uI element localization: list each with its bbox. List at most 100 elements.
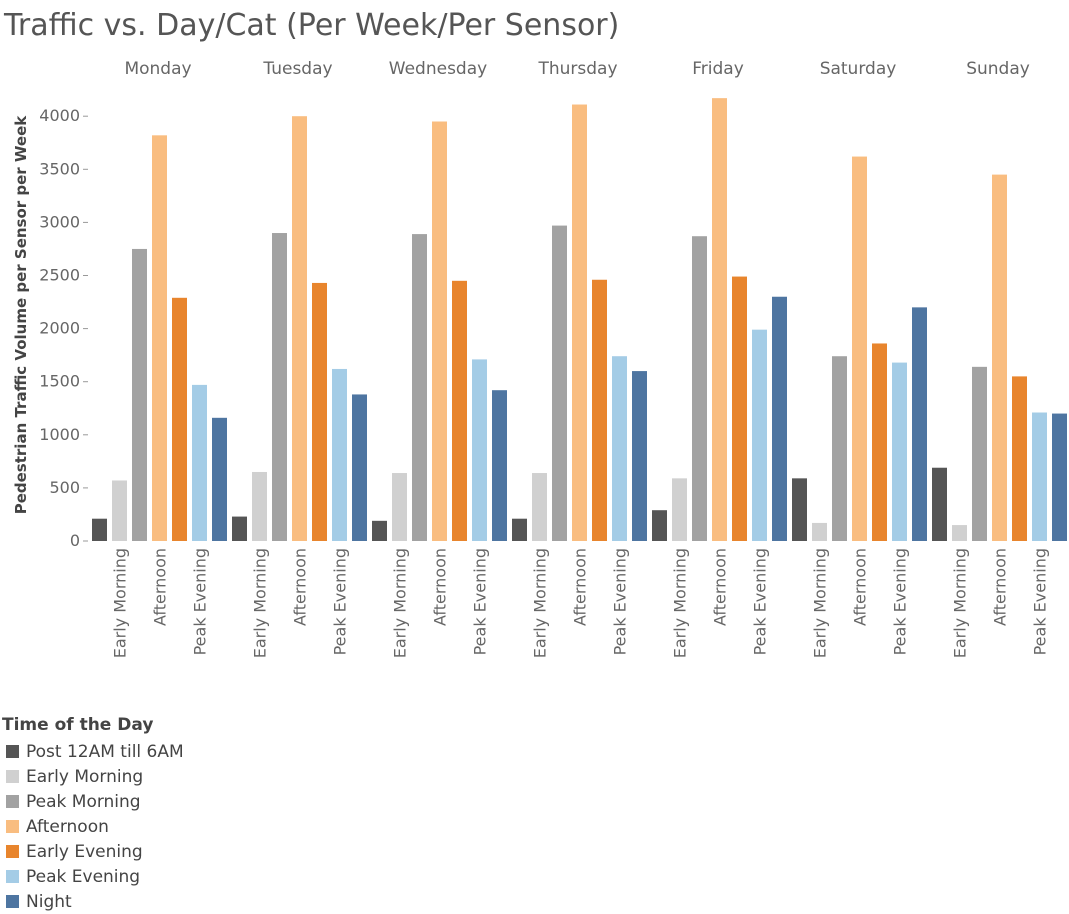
day-header: Thursday xyxy=(537,59,617,79)
bar xyxy=(752,329,767,541)
bar xyxy=(432,121,447,541)
x-tick-label: Afternoon xyxy=(291,548,310,626)
y-tick-label: 1500 xyxy=(39,372,80,391)
x-tick-label: Early Morning xyxy=(671,548,690,658)
legend-items: Post 12AM till 6AM Early Morning Peak Morn… xyxy=(2,739,184,914)
bar xyxy=(1052,413,1067,541)
day-header: Monday xyxy=(124,59,191,79)
bar xyxy=(1032,412,1047,541)
bar xyxy=(572,104,587,541)
legend-item: Peak Evening xyxy=(2,864,184,889)
bar xyxy=(812,522,827,541)
bar xyxy=(612,356,627,541)
legend-item: Early Morning xyxy=(2,764,184,789)
bar xyxy=(252,471,267,541)
bar xyxy=(372,520,387,541)
x-tick-label: Peak Evening xyxy=(751,548,770,655)
legend-label: Afternoon xyxy=(26,816,109,837)
bar xyxy=(652,510,667,541)
y-tick-label: 0 xyxy=(70,531,80,550)
bar xyxy=(972,366,987,541)
bar xyxy=(912,307,927,541)
bar xyxy=(872,343,887,541)
bar xyxy=(152,135,167,542)
legend-swatch xyxy=(6,745,19,758)
bar xyxy=(412,234,427,541)
legend-item: Night xyxy=(2,889,184,914)
legend-title: Time of the Day xyxy=(2,715,154,735)
legend-label: Peak Evening xyxy=(26,866,141,887)
x-tick-label: Peak Evening xyxy=(891,548,910,655)
legend-label: Post 12AM till 6AM xyxy=(26,741,184,762)
x-tick-label: Early Morning xyxy=(811,548,830,658)
day-header: Tuesday xyxy=(262,59,332,79)
bar xyxy=(532,473,547,541)
bar xyxy=(472,359,487,541)
bar xyxy=(92,518,107,541)
legend-label: Early Morning xyxy=(26,766,144,787)
y-tick-label: 4000 xyxy=(39,106,80,125)
legend-label: Night xyxy=(26,891,72,912)
bar xyxy=(312,282,327,541)
bar xyxy=(592,279,607,541)
bar xyxy=(292,116,307,541)
legend-item: Afternoon xyxy=(2,814,184,839)
x-tick-label: Afternoon xyxy=(431,548,450,626)
legend-swatch xyxy=(6,870,19,883)
bar xyxy=(232,516,247,541)
x-tick-label: Early Morning xyxy=(251,548,270,658)
bar xyxy=(1012,376,1027,541)
bar xyxy=(852,156,867,541)
legend-swatch xyxy=(6,845,19,858)
bar xyxy=(672,478,687,541)
y-axis-label: Pedestrian Traffic Volume per Sensor per… xyxy=(12,115,30,515)
x-tick-label: Peak Evening xyxy=(471,548,490,655)
legend-item: Peak Morning xyxy=(2,789,184,814)
legend-label: Early Evening xyxy=(26,841,143,862)
bar xyxy=(712,98,727,542)
legend-swatch xyxy=(6,795,19,808)
y-tick-label: 3000 xyxy=(39,212,80,231)
x-axis: Early Morning Afternoon Peak Evening Early … xyxy=(111,548,1050,658)
day-header: Sunday xyxy=(966,59,1030,79)
x-tick-label: Peak Evening xyxy=(1031,548,1050,655)
day-header: Friday xyxy=(692,59,744,79)
y-tick-label: 2500 xyxy=(39,266,80,285)
chart-title: Traffic vs. Day/Cat (Per Week/Per Sensor… xyxy=(4,8,620,43)
bar xyxy=(352,394,367,541)
bar xyxy=(772,296,787,541)
x-tick-label: Early Morning xyxy=(531,548,550,658)
bar xyxy=(332,368,347,541)
bar xyxy=(552,225,567,541)
bar xyxy=(192,384,207,541)
bar xyxy=(832,356,847,541)
bar xyxy=(112,480,127,541)
legend-swatch xyxy=(6,895,19,908)
x-tick-label: Peak Evening xyxy=(331,548,350,655)
bar xyxy=(632,371,647,541)
bar xyxy=(132,248,147,541)
x-tick-label: Afternoon xyxy=(711,548,730,626)
x-tick-label: Early Morning xyxy=(391,548,410,658)
bar xyxy=(452,280,467,541)
x-tick-label: Peak Evening xyxy=(191,548,210,655)
bar xyxy=(932,467,947,541)
y-tick-label: 1000 xyxy=(39,425,80,444)
bar xyxy=(792,478,807,541)
legend-label: Peak Morning xyxy=(26,791,141,812)
x-tick-label: Afternoon xyxy=(991,548,1010,626)
x-tick-label: Early Morning xyxy=(111,548,130,658)
bars xyxy=(92,98,1067,542)
bar xyxy=(692,236,707,541)
legend-swatch xyxy=(6,820,19,833)
y-axis-label-group: Pedestrian Traffic Volume per Sensor per… xyxy=(12,115,30,515)
legend-item: Post 12AM till 6AM xyxy=(2,739,184,764)
day-header: Wednesday xyxy=(389,59,487,79)
legend-swatch xyxy=(6,770,19,783)
bar xyxy=(992,174,1007,542)
bar xyxy=(892,362,907,541)
legend-item: Early Evening xyxy=(2,839,184,864)
day-headers: Monday Tuesday Wednesday Thursday Friday Satu… xyxy=(124,59,1029,79)
y-tick-label: 3500 xyxy=(39,159,80,178)
chart-plot: Pedestrian Traffic Volume per Sensor per… xyxy=(12,59,1067,658)
